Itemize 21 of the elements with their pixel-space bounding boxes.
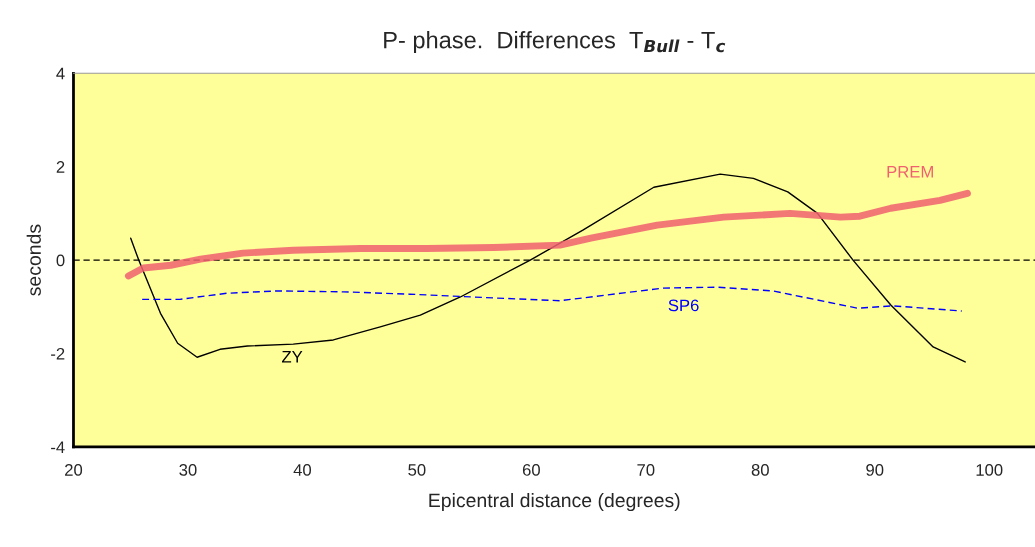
chart-title: P- phase. Differences T$_{Bull}$ - T$_{c}$ (384, 31, 726, 54)
x-axis-title: Epicentral distance (degrees) (429, 492, 680, 512)
series-label: SP6 (668, 299, 699, 312)
y-tick-label: -2 (51, 347, 65, 360)
y-axis-title: seconds (26, 224, 41, 296)
y-tick-label: 4 (56, 67, 65, 80)
x-tick-label: 20 (65, 464, 83, 476)
x-tick-label: 30 (179, 464, 197, 476)
x-tick-label: 100 (976, 464, 1003, 476)
y-tick-label: 2 (56, 161, 65, 173)
x-tick-label: 60 (522, 464, 540, 476)
y-tick-label: 0 (56, 254, 65, 267)
y-tick-label: -4 (51, 441, 65, 453)
x-tick-label: 90 (866, 464, 884, 476)
x-tick-label: 50 (408, 464, 426, 476)
series-label: ZY (282, 351, 303, 363)
x-tick-label: 40 (293, 464, 312, 476)
x-tick-label: 70 (637, 464, 655, 476)
x-tick-label: 80 (751, 464, 769, 476)
series-label: PREM (887, 166, 933, 178)
line-series (141, 286, 963, 312)
